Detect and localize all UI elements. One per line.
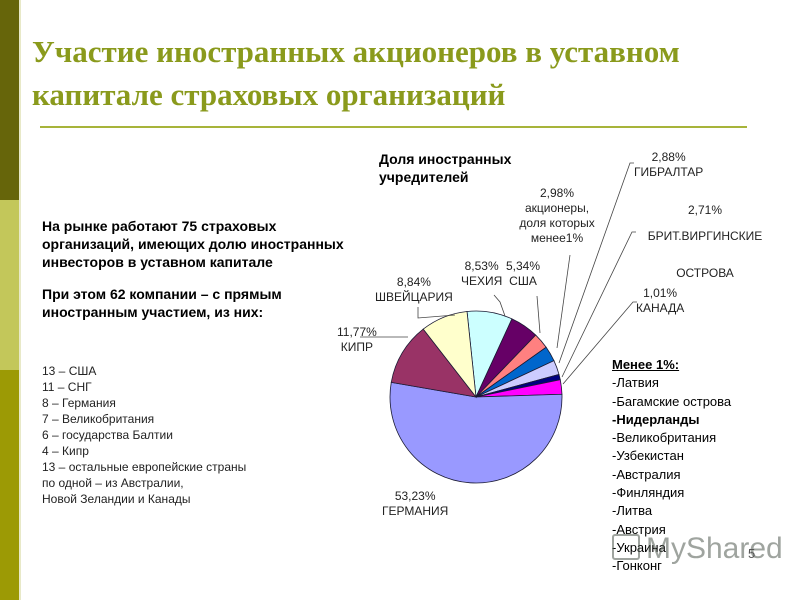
breakdown-item: 7 – Великобритания xyxy=(42,412,155,426)
breakdown-item: 4 – Кипр xyxy=(42,444,89,458)
pie-label-under-1pct: 2,98% акционеры, доля которых менее1% xyxy=(512,186,602,246)
slice-name: акционеры, доля которых менее1% xyxy=(519,201,595,245)
minor-list-item: -Гонконг xyxy=(612,558,662,574)
slide-title: Участие иностранных акционеров в уставно… xyxy=(32,34,680,112)
leader-line-under1 xyxy=(556,254,571,349)
breakdown-item: 6 – государства Балтии xyxy=(42,428,173,442)
slice-name: КАНАДА xyxy=(636,301,685,315)
page-number: 5 xyxy=(748,546,756,561)
leader-line-usa xyxy=(536,295,541,334)
breakdown-item: 13 – США xyxy=(42,364,97,378)
pie-label-cyprus: 11,77% КИПР xyxy=(337,325,377,355)
minor-list-item: -Австралия xyxy=(612,466,681,482)
slice-value: 53,23% xyxy=(394,489,436,503)
intro-text: На рынке работают 75 страховых организац… xyxy=(42,217,352,321)
sidebar-band-dark xyxy=(0,0,19,200)
slice-name: ГИБРАЛТАР xyxy=(634,165,704,179)
slice-name: БРИТ.ВИРГИНСКИЕ ОСТРОВА xyxy=(647,229,763,280)
minor-list-item: -Австрия xyxy=(612,521,666,537)
minor-list-item: -Финляндия xyxy=(612,485,685,501)
minor-list-item: -Багамские острова xyxy=(612,393,732,409)
minor-countries-list: Менее 1%: -Латвия -Багамские острова -Ни… xyxy=(612,356,792,576)
title-underline xyxy=(40,126,747,128)
minor-list-item: -Узбекистан xyxy=(612,448,684,464)
intro-paragraph-2: При этом 62 компании – с прямым иностран… xyxy=(42,286,282,320)
minor-list-item: -Нидерланды xyxy=(612,411,700,427)
pie-label-bvi: 2,71% БРИТ.ВИРГИНСКИЕ ОСТРОВА xyxy=(640,203,770,292)
slice-value: 8,84% xyxy=(396,275,431,289)
slice-value: 2,88% xyxy=(651,150,686,164)
minor-list-item: -Литва xyxy=(612,503,653,519)
pie-label-gibraltar: 2,88% ГИБРАЛТАР xyxy=(634,150,703,180)
slice-value: 1,01% xyxy=(643,286,678,300)
slice-name: ГЕРМАНИЯ xyxy=(382,504,449,518)
leader-line-gibraltar xyxy=(558,162,634,364)
breakdown-item: 8 – Германия xyxy=(42,396,116,410)
country-breakdown-list: 13 – США 11 – СНГ 8 – Германия 7 – Велик… xyxy=(42,363,332,507)
minor-list-item: -Великобритания xyxy=(612,430,717,446)
intro-paragraph-1: На рынке работают 75 страховых организац… xyxy=(42,218,344,270)
pie-label-germany: 53,23% ГЕРМАНИЯ xyxy=(382,489,448,519)
breakdown-item: по одной – из Австралии, xyxy=(42,476,184,490)
pie-label-switzerland: 8,84% ШВЕЙЦАРИЯ xyxy=(375,275,453,305)
slice-value: 2,71% xyxy=(687,203,723,217)
pie-label-czech: 8,53% ЧЕХИЯ xyxy=(461,259,502,289)
slice-value: 11,77% xyxy=(337,325,377,339)
minor-list-header: Менее 1%: xyxy=(612,357,680,372)
slice-name: КИПР xyxy=(340,340,374,354)
breakdown-item: Новой Зеландии и Канады xyxy=(42,492,191,506)
sidebar-band-mid xyxy=(0,370,19,600)
breakdown-item: 13 – остальные европейские страны xyxy=(42,460,247,474)
pie-slices xyxy=(389,310,563,484)
minor-list-item: -Латвия xyxy=(612,375,659,391)
pie-slice xyxy=(390,328,477,398)
pie-label-canada: 1,01% КАНАДА xyxy=(636,286,684,316)
slice-value: 8,53% xyxy=(464,259,499,273)
slice-name: ЧЕХИЯ xyxy=(461,274,503,288)
minor-list-item: -Украина xyxy=(612,539,666,555)
sidebar-edge xyxy=(19,0,21,600)
slice-value: 2,98% xyxy=(539,186,575,200)
slice-name: США xyxy=(509,274,537,288)
slice-name: ШВЕЙЦАРИЯ xyxy=(375,290,453,304)
sidebar-band-light xyxy=(0,200,19,370)
leader-line-czech xyxy=(493,294,506,317)
slice-value: 5,34% xyxy=(506,259,541,273)
chart-title: Доля иностранных учредителей xyxy=(379,151,512,185)
pie-slice xyxy=(422,311,477,399)
pie-label-usa: 5,34% США xyxy=(506,259,540,289)
leader-line-switzerland xyxy=(417,307,456,319)
breakdown-item: 11 – СНГ xyxy=(42,380,92,394)
leader-line-canada xyxy=(562,301,637,385)
leader-line-bvi xyxy=(561,231,636,378)
pie-slice xyxy=(389,381,563,484)
leader-lines xyxy=(360,162,637,385)
